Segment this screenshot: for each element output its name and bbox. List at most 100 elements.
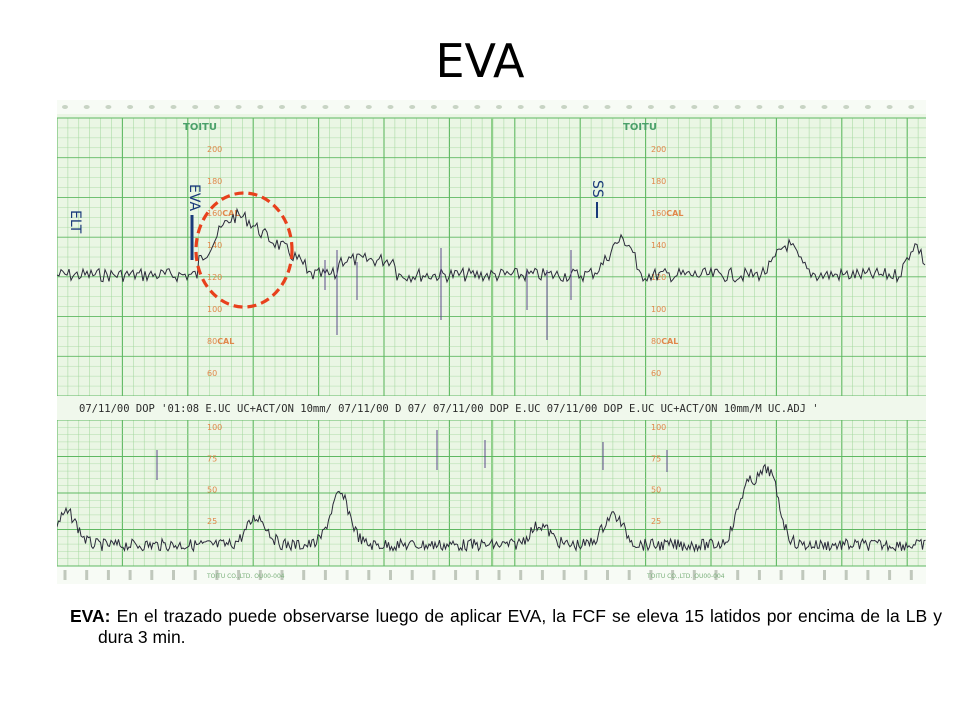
printout-text: 07/11/00 DOP '01:08 E.UC UC+ACT/ON 10mm/… (79, 403, 819, 415)
perforation-hole (279, 105, 285, 109)
perforation-hole (62, 105, 68, 109)
print-band (57, 396, 926, 420)
perforation-hole (302, 570, 306, 580)
perforation-hole (778, 105, 785, 109)
perforation-hole (606, 570, 609, 580)
perforation-hole (779, 570, 783, 580)
scale-label: 100 (651, 423, 666, 432)
perforation-hole (215, 570, 219, 580)
scale-label: 80CAL (651, 337, 678, 346)
perforation-marks-top (62, 105, 915, 109)
uc-scale-right: 100 75 50 25 (651, 423, 666, 526)
perforation-hole (864, 105, 871, 109)
slide-title: EVA (435, 34, 525, 88)
perforation-hole (669, 105, 676, 109)
perforation-hole (257, 105, 264, 109)
ctg-strip-figure: 07/11/00 DOP '01:08 E.UC UC+ACT/ON 10mm/… (57, 100, 926, 584)
perforation-hole (647, 105, 654, 109)
perforation-marks-bottom (63, 570, 913, 580)
perforation-hole (801, 570, 805, 580)
perforation-hole (148, 105, 155, 109)
brand-logo-left: TOITU (183, 122, 217, 133)
scale-label: 160CAL (207, 209, 239, 218)
perforation-hole (235, 105, 242, 109)
fhr-scale-left: 200 180 160CAL 140 120 100 80CAL 60 (207, 145, 239, 378)
fhr-grid (57, 117, 926, 566)
perforation-hole (150, 570, 154, 580)
perforation-hole (756, 105, 763, 109)
highlight-circle (194, 191, 294, 309)
perforation-hole (454, 570, 458, 580)
scale-label: 50 (651, 486, 661, 495)
scale-label: 60 (207, 369, 217, 378)
perforation-hole (474, 105, 481, 109)
perforation-hole (649, 570, 653, 580)
perforation-hole (821, 105, 828, 109)
perforation-hole (562, 570, 566, 580)
perforation-hole (192, 105, 199, 109)
scale-label: 100 (651, 305, 666, 314)
perforation-hole (409, 105, 416, 109)
perforation-hole (213, 105, 220, 109)
scale-label: 120 (207, 273, 222, 282)
perforation-hole (432, 570, 436, 580)
scale-label: 200 (651, 145, 666, 154)
fhr-scale-right: 200 180 160CAL 140 120 100 80CAL 60 (651, 145, 683, 378)
perforation-hole (387, 105, 394, 109)
perforation-hole (280, 570, 284, 580)
perforation-top (57, 100, 926, 114)
annotation-left-mark: ELT (67, 210, 83, 234)
scale-label: 80CAL (207, 337, 234, 346)
perforation-hole (584, 570, 588, 580)
scale-label: 75 (207, 454, 217, 463)
perforation-hole (300, 105, 307, 109)
perforation-hole (367, 570, 371, 580)
perforation-hole (410, 570, 414, 580)
perforation-hole (128, 570, 132, 580)
uc-trace (57, 463, 926, 553)
perforation-hole (909, 570, 913, 580)
scale-label: 50 (207, 486, 217, 495)
perforation-hole (430, 105, 437, 109)
perforation-hole (736, 570, 740, 580)
scale-label: 180 (207, 177, 222, 186)
perforation-hole (323, 570, 327, 580)
perforation-hole (237, 570, 241, 580)
perforation-hole (691, 105, 698, 109)
annotation-ss-mark: SS (589, 180, 605, 198)
perforation-hole (626, 105, 633, 109)
perforation-bottom (57, 566, 926, 584)
perforation-hole (908, 105, 915, 109)
scale-label: 25 (207, 517, 217, 526)
uc-scale-left: 100 75 50 25 (207, 423, 222, 526)
perforation-hole (322, 105, 329, 109)
perforation-hole (604, 105, 611, 109)
cal-label: CAL (222, 209, 239, 218)
ctg-strip-svg: 07/11/00 DOP '01:08 E.UC UC+ACT/ON 10mm/… (57, 100, 926, 584)
scale-label: 60 (651, 369, 661, 378)
perforation-hole (344, 105, 351, 109)
perforation-hole (627, 570, 631, 580)
perforation-hole (63, 570, 67, 580)
scale-label: 160CAL (651, 209, 683, 218)
fhr-trace (57, 207, 926, 284)
scale-label: 100 (207, 305, 222, 314)
perforation-hole (713, 105, 719, 109)
brand-logo-right: TOITU (623, 122, 657, 133)
perforation-hole (365, 105, 372, 109)
footer-left: TOITU CO.,LTD. OU00-004 (206, 573, 285, 580)
perforation-hole (258, 570, 262, 580)
perforation-hole (170, 105, 177, 109)
perforation-hole (539, 105, 546, 109)
perforation-hole (105, 105, 112, 109)
scale-label: 75 (651, 454, 661, 463)
scale-label: 25 (651, 517, 661, 526)
perforation-hole (452, 105, 459, 109)
perforation-hole (497, 570, 501, 580)
perforation-hole (823, 570, 826, 580)
perforation-hole (193, 570, 197, 580)
perforation-hole (540, 570, 544, 580)
perforation-hole (866, 570, 870, 580)
cal-label: CAL (666, 209, 683, 218)
perforation-hole (496, 105, 502, 109)
